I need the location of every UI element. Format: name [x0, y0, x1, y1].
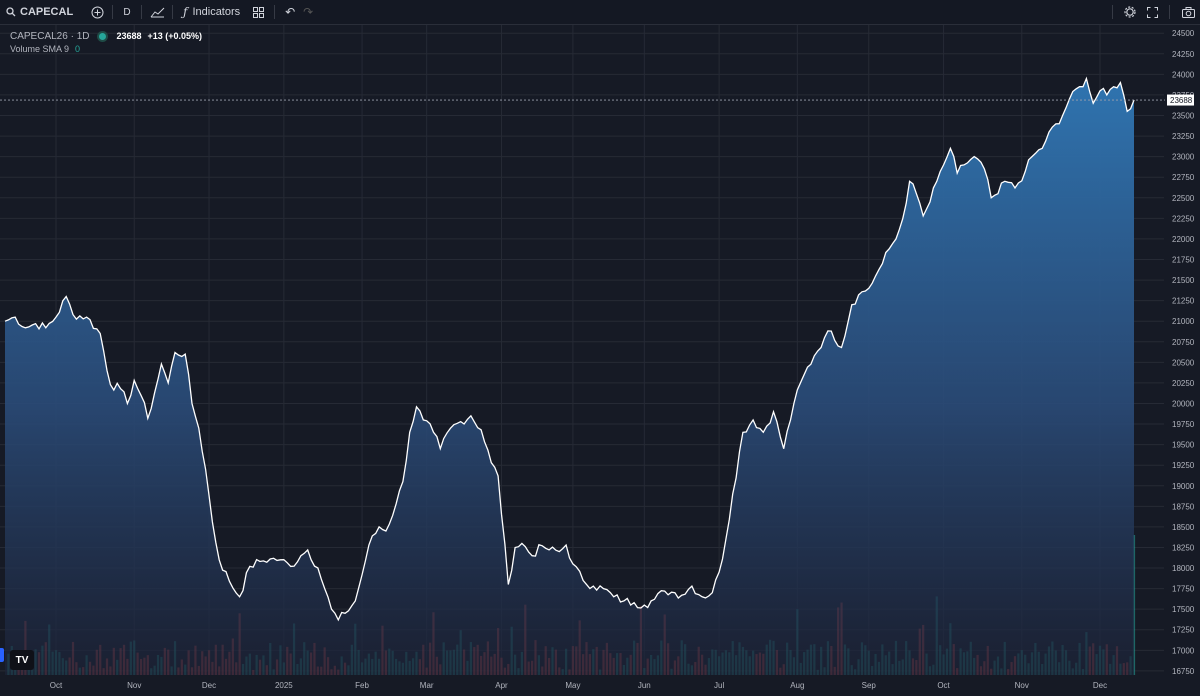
y-tick-label: 23000 [1172, 153, 1195, 162]
y-tick-label: 17000 [1172, 646, 1195, 655]
y-tick-label: 24500 [1172, 29, 1195, 38]
y-tick-label: 18750 [1172, 502, 1195, 511]
y-tick-label: 16750 [1172, 667, 1195, 676]
plus-circle-icon [91, 6, 103, 18]
y-tick-label: 19750 [1172, 420, 1195, 429]
x-tick-label: Oct [937, 681, 950, 690]
chart-legend: CAPECAL26 · 1D 23688 +13 (+0.05%) Volume… [10, 30, 202, 56]
camera-icon [1181, 6, 1195, 18]
top-toolbar: CAPECAL D ƒ Indicators ↶ ↷ [0, 0, 1200, 25]
undo-button[interactable]: ↶ [281, 0, 299, 24]
y-tick-label: 18500 [1172, 523, 1195, 532]
y-tick-label: 19250 [1172, 461, 1195, 470]
search-icon [6, 7, 16, 17]
x-tick-label: Nov [127, 681, 141, 690]
compare-add-button[interactable] [88, 0, 106, 24]
x-tick-label: Jul [714, 681, 724, 690]
x-tick-label: Apr [495, 681, 508, 690]
indicators-label: Indicators [192, 6, 241, 18]
y-tick-label: 17250 [1172, 626, 1195, 635]
redo-button[interactable]: ↷ [299, 0, 317, 24]
y-tick-label: 23250 [1172, 132, 1195, 141]
x-tick-label: Nov [1015, 681, 1029, 690]
price-chart[interactable]: 2450024250240002375023500232502300022750… [0, 25, 1200, 691]
chart-area[interactable]: 2450024250240002375023500232502300022750… [0, 25, 1200, 691]
y-tick-label: 20750 [1172, 338, 1195, 347]
y-tick-label: 23500 [1172, 112, 1195, 121]
y-tick-label: 18250 [1172, 543, 1195, 552]
last-price-tag: 23688 [1167, 94, 1194, 106]
area-chart-icon [150, 7, 164, 17]
y-tick-label: 21750 [1172, 255, 1195, 264]
y-tick-label: 22000 [1172, 235, 1195, 244]
snapshot-button[interactable] [1176, 0, 1200, 24]
y-tick-label: 22250 [1172, 214, 1195, 223]
redo-icon: ↷ [303, 5, 314, 19]
y-tick-label: 17750 [1172, 585, 1195, 594]
grid-icon [252, 6, 264, 18]
volume-legend[interactable]: Volume SMA 9 [10, 44, 70, 54]
x-tick-label: May [565, 681, 580, 690]
x-tick-label: Oct [50, 681, 63, 690]
y-tick-label: 22500 [1172, 194, 1195, 203]
side-tab[interactable] [0, 648, 4, 662]
y-tick-label: 20000 [1172, 399, 1195, 408]
y-tick-label: 20250 [1172, 379, 1195, 388]
x-tick-label: Jun [638, 681, 651, 690]
chart-type-button[interactable] [148, 0, 166, 24]
undo-icon: ↶ [285, 5, 296, 19]
y-tick-label: 21250 [1172, 297, 1195, 306]
y-tick-label: 17500 [1172, 605, 1195, 614]
fullscreen-button[interactable] [1141, 0, 1163, 24]
y-tick-label: 21500 [1172, 276, 1195, 285]
symbol-label: CAPECAL [20, 6, 74, 18]
price-area [5, 78, 1134, 675]
settings-button[interactable] [1119, 0, 1141, 24]
gear-icon [1124, 6, 1136, 18]
legend-change: +13 (+0.05%) [147, 31, 203, 41]
y-tick-label: 24000 [1172, 70, 1195, 79]
y-tick-label: 22750 [1172, 173, 1195, 182]
function-icon: ƒ [183, 5, 188, 19]
svg-text:23688: 23688 [1170, 96, 1193, 105]
y-tick-label: 24250 [1172, 50, 1195, 59]
x-tick-label: Feb [355, 681, 369, 690]
tradingview-logo[interactable]: TV [10, 650, 34, 670]
symbol-search[interactable]: CAPECAL [0, 0, 88, 24]
legend-title[interactable]: CAPECAL26 · 1D [10, 31, 90, 42]
y-tick-label: 19000 [1172, 482, 1195, 491]
volume-legend-value: 0 [75, 44, 81, 54]
y-tick-label: 18000 [1172, 564, 1195, 573]
indicators-button[interactable]: ƒ Indicators [179, 0, 244, 24]
fullscreen-icon [1146, 6, 1158, 18]
x-tick-label: Mar [420, 681, 434, 690]
layouts-button[interactable] [248, 0, 268, 24]
y-tick-label: 19500 [1172, 441, 1195, 450]
interval-button[interactable]: D [123, 6, 131, 18]
market-status-icon [99, 33, 107, 40]
x-tick-label: 2025 [275, 681, 293, 690]
legend-price: 23688 [116, 31, 142, 41]
x-tick-label: Dec [202, 681, 216, 690]
x-tick-label: Aug [790, 681, 804, 690]
price-line [4, 76, 1135, 622]
x-tick-label: Dec [1093, 681, 1107, 690]
y-tick-label: 21000 [1172, 317, 1195, 326]
x-tick-label: Sep [862, 681, 877, 690]
y-tick-label: 20500 [1172, 358, 1195, 367]
